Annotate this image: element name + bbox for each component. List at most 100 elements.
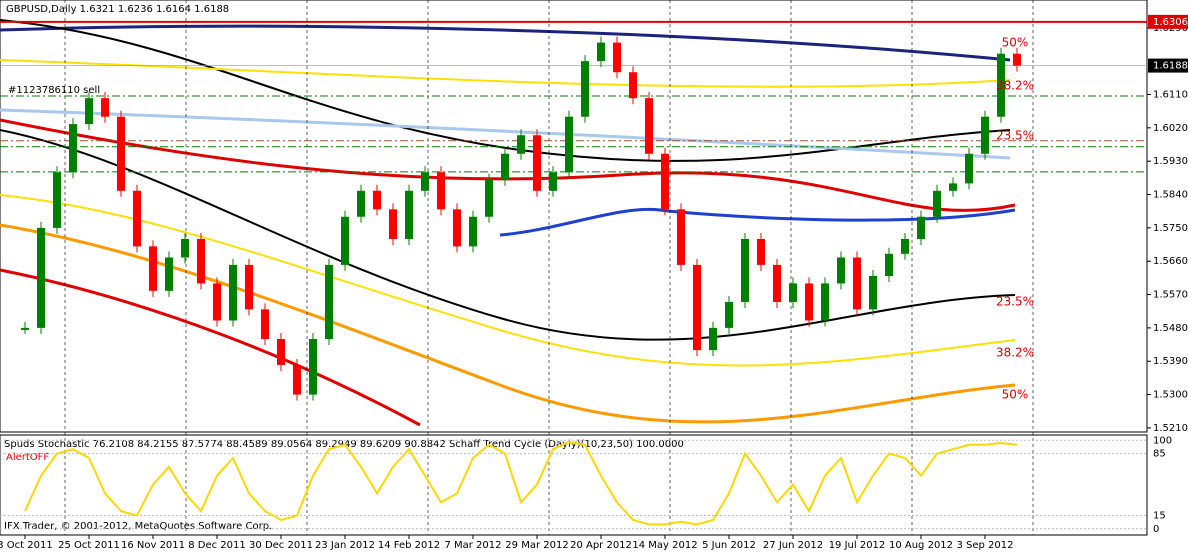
candle	[437, 172, 445, 210]
x-tick-label: 29 Mar 2012	[505, 540, 568, 551]
x-tick-label: 27 Jun 2012	[763, 540, 823, 551]
x-tick-label: 30 Dec 2011	[249, 540, 313, 551]
candle	[501, 153, 509, 180]
price-box	[1148, 58, 1188, 73]
candle	[757, 238, 765, 265]
candle	[837, 257, 845, 284]
x-tick-label: 8 Dec 2011	[188, 540, 246, 551]
x-tick-label: 25 Oct 2011	[58, 540, 120, 551]
candle	[325, 264, 333, 340]
y-tick-label: 1.5840	[1153, 190, 1188, 201]
candle	[149, 246, 157, 291]
candle	[613, 42, 621, 73]
candle	[773, 264, 781, 302]
candle	[805, 283, 813, 321]
candle	[373, 190, 381, 210]
x-tick-label: 20 Apr 2012	[570, 540, 632, 551]
candle	[517, 135, 525, 154]
candle	[789, 283, 797, 302]
stochastic-line	[24, 441, 1018, 526]
x-tick-label: 10 Aug 2012	[889, 540, 953, 551]
candle	[165, 257, 173, 291]
y-tick-label: 1.5930	[1153, 156, 1188, 167]
y-tick-label: 1.5390	[1153, 356, 1188, 367]
x-tick-label: 3 Sep 2012	[956, 540, 1013, 551]
y-tick-label: 0	[1153, 524, 1159, 535]
fib-label: 50%	[1002, 35, 1029, 49]
y-tick-label: 1.5480	[1153, 323, 1188, 334]
copyright: IFX Trader, © 2001-2012, MetaQuotes Soft…	[4, 521, 272, 532]
candle	[597, 42, 605, 62]
candle	[485, 179, 493, 217]
candle	[469, 216, 477, 247]
candle	[213, 283, 221, 321]
y-tick-label: 15	[1153, 511, 1166, 522]
y-tick-label: 1.5750	[1153, 223, 1188, 234]
candle	[85, 98, 93, 125]
candle	[565, 116, 573, 173]
candle	[277, 339, 285, 365]
x-tick-label: 16 Nov 2011	[121, 540, 185, 551]
x-tick-label: 3 Oct 2011	[0, 540, 53, 551]
candle	[725, 301, 733, 328]
order-label: #1123786110 sell	[8, 85, 100, 96]
candle	[821, 283, 829, 321]
y-tick-label: 85	[1153, 449, 1166, 460]
candle	[69, 124, 77, 173]
y-tick-label: 1.6110	[1153, 89, 1188, 100]
candle	[917, 216, 925, 239]
indicator-panel	[0, 434, 1148, 536]
candle	[293, 364, 301, 395]
alert-label: AlertOFF	[6, 452, 49, 463]
candle	[661, 153, 669, 210]
candle	[453, 209, 461, 247]
candle	[1013, 53, 1021, 66]
candle	[533, 135, 541, 191]
price-box	[1148, 14, 1188, 29]
fib-label: 23.5%	[996, 294, 1034, 308]
candle	[869, 276, 877, 310]
x-tick-label: 5 Jun 2012	[702, 540, 756, 551]
x-tick-label: 23 Jan 2012	[315, 540, 375, 551]
y-tick-label: 1.5210	[1153, 423, 1188, 434]
candle	[741, 238, 749, 302]
y-tick-label: 100	[1153, 435, 1172, 446]
candle	[405, 190, 413, 239]
candle	[421, 172, 429, 191]
candle	[581, 61, 589, 117]
candle	[101, 98, 109, 117]
candle	[677, 209, 685, 265]
price-box-label: 1.6188	[1153, 61, 1188, 72]
candle	[933, 190, 941, 217]
candle	[965, 153, 973, 184]
candle	[229, 264, 237, 321]
candle	[357, 190, 365, 217]
price-box-label: 1.6306	[1153, 17, 1188, 28]
x-tick-label: 14 May 2012	[632, 540, 697, 551]
candle	[885, 253, 893, 277]
candle	[309, 339, 317, 395]
fib-label: 50%	[1002, 387, 1029, 401]
candle	[37, 227, 45, 328]
candle	[181, 238, 189, 258]
candle	[21, 327, 29, 330]
candle	[549, 172, 557, 191]
candle	[981, 116, 989, 154]
x-tick-label: 7 Mar 2012	[444, 540, 501, 551]
fib-label: 38.2%	[996, 78, 1034, 92]
fib-label: 38.2%	[996, 346, 1034, 360]
y-tick-label: 1.5660	[1153, 256, 1188, 267]
candle	[949, 183, 957, 191]
x-tick-label: 19 Jul 2012	[829, 540, 886, 551]
symbol-line: GBPUSD,Daily 1.6321 1.6236 1.6164 1.6188	[6, 4, 229, 15]
fib-label: 23.5%	[996, 128, 1034, 142]
y-tick-label: 1.5300	[1153, 390, 1188, 401]
candle	[389, 209, 397, 239]
candle	[997, 53, 1005, 117]
y-tick-label: 1.6020	[1153, 123, 1188, 134]
candle	[629, 72, 637, 99]
x-tick-label: 14 Feb 2012	[378, 540, 440, 551]
candle	[853, 257, 861, 310]
candle	[117, 116, 125, 191]
